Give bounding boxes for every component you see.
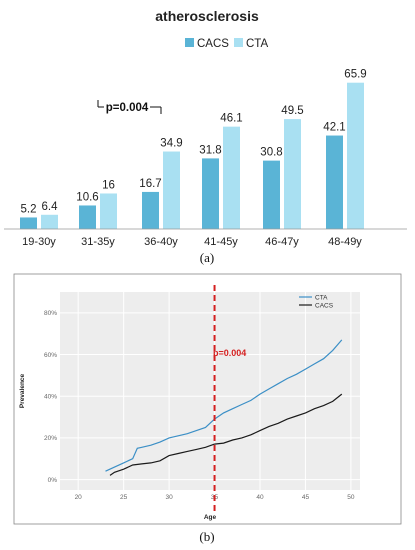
x-tick-label: 40: [256, 494, 264, 501]
legend-label-cta-b: CTA: [315, 295, 328, 302]
bar-cacs-36-40y: [142, 191, 159, 229]
bar-cta-31-35y: [100, 193, 117, 229]
value-label-cacs-46-47y: 30.8: [260, 147, 282, 159]
legend-label-cacs: CACS: [197, 38, 229, 50]
y-tick-label: 0%: [48, 477, 58, 484]
value-label-cacs-19-30y: 5.2: [21, 203, 37, 215]
bars: [20, 82, 364, 230]
bar-cta-36-40y: [163, 151, 180, 229]
value-label-cta-36-40y: 34.9: [160, 138, 182, 150]
bar-cacs-19-30y: [20, 217, 37, 229]
value-label-cta-31-35y: 16: [102, 179, 115, 191]
y-tick-label: 20%: [44, 435, 57, 442]
category-label-36-40y: 36-40y: [144, 236, 178, 248]
y-tick-label: 40%: [44, 394, 57, 401]
bar-cta-48-49y: [347, 82, 364, 230]
value-labels: 5.2 6.4 10.6 16 16.7 34.9 31.8 46.1 30.8 49.5 42.1…: [21, 69, 367, 216]
significance-bracket: p=0.004: [97, 100, 162, 114]
x-axis-label: Age: [204, 514, 217, 521]
line-cacs: [109, 393, 343, 476]
x-tick-label: 45: [302, 494, 310, 501]
line-chart-panel: 0%20%40%60%80%20253035404550 p=0.004 CTA…: [13, 273, 402, 525]
value-label-cta-48-49y: 65.9: [344, 69, 366, 81]
caption-b: (b): [199, 529, 214, 544]
value-label-cacs-31-35y: 10.6: [76, 191, 98, 203]
significance-label: p=0.004: [106, 102, 149, 114]
value-label-cta-41-45y: 46.1: [220, 113, 242, 125]
bar-cacs-41-45y: [202, 158, 219, 229]
bar-cacs-48-49y: [326, 135, 343, 229]
series-lines: [105, 339, 343, 476]
caption-a: (a): [200, 250, 214, 265]
legend: CACS CTA: [185, 38, 268, 50]
line-cta: [105, 339, 343, 472]
category-label-48-49y: 48-49y: [328, 236, 362, 248]
category-label-31-35y: 31-35y: [81, 236, 115, 248]
bar-cta-41-45y: [223, 126, 240, 229]
value-label-cta-19-30y: 6.4: [42, 201, 59, 213]
category-label-41-45y: 41-45y: [204, 236, 238, 248]
category-label-46-47y: 46-47y: [265, 236, 299, 248]
category-label-19-30y: 19-30y: [22, 236, 56, 248]
value-label-cta-46-47y: 49.5: [281, 105, 303, 117]
value-label-cacs-36-40y: 16.7: [139, 178, 161, 190]
x-tick-label: 20: [75, 494, 83, 501]
legend-swatch-cacs: [185, 38, 194, 47]
legend-label-cacs-b: CACS: [315, 303, 334, 310]
x-tick-label: 50: [347, 494, 355, 501]
value-label-cacs-41-45y: 31.8: [199, 144, 221, 156]
y-axis-label: Prevalence: [19, 373, 26, 408]
bar-chart-panel: atherosclerosis CACS CTA 5.2 6.4 10.6 16 16.…: [4, 8, 407, 265]
bar-cacs-46-47y: [263, 160, 280, 229]
legend-swatch-cta: [234, 38, 243, 47]
value-label-cacs-48-49y: 42.1: [323, 122, 345, 134]
threshold-label: p=0.004: [213, 348, 246, 358]
bar-cta-46-47y: [284, 119, 301, 229]
bar-cacs-31-35y: [79, 205, 96, 229]
legend-b: CTA CACS: [299, 295, 334, 310]
plot-background: [60, 292, 360, 490]
chart-title: atherosclerosis: [155, 8, 259, 24]
legend-label-cta: CTA: [246, 38, 268, 50]
x-tick-label: 30: [165, 494, 173, 501]
y-tick-label: 80%: [44, 310, 57, 317]
x-tick-label: 25: [120, 494, 128, 501]
bar-cta-19-30y: [41, 214, 58, 229]
y-tick-label: 60%: [44, 352, 57, 359]
category-labels: 19-30y 31-35y 36-40y 41-45y 46-47y 48-49y: [22, 236, 362, 248]
